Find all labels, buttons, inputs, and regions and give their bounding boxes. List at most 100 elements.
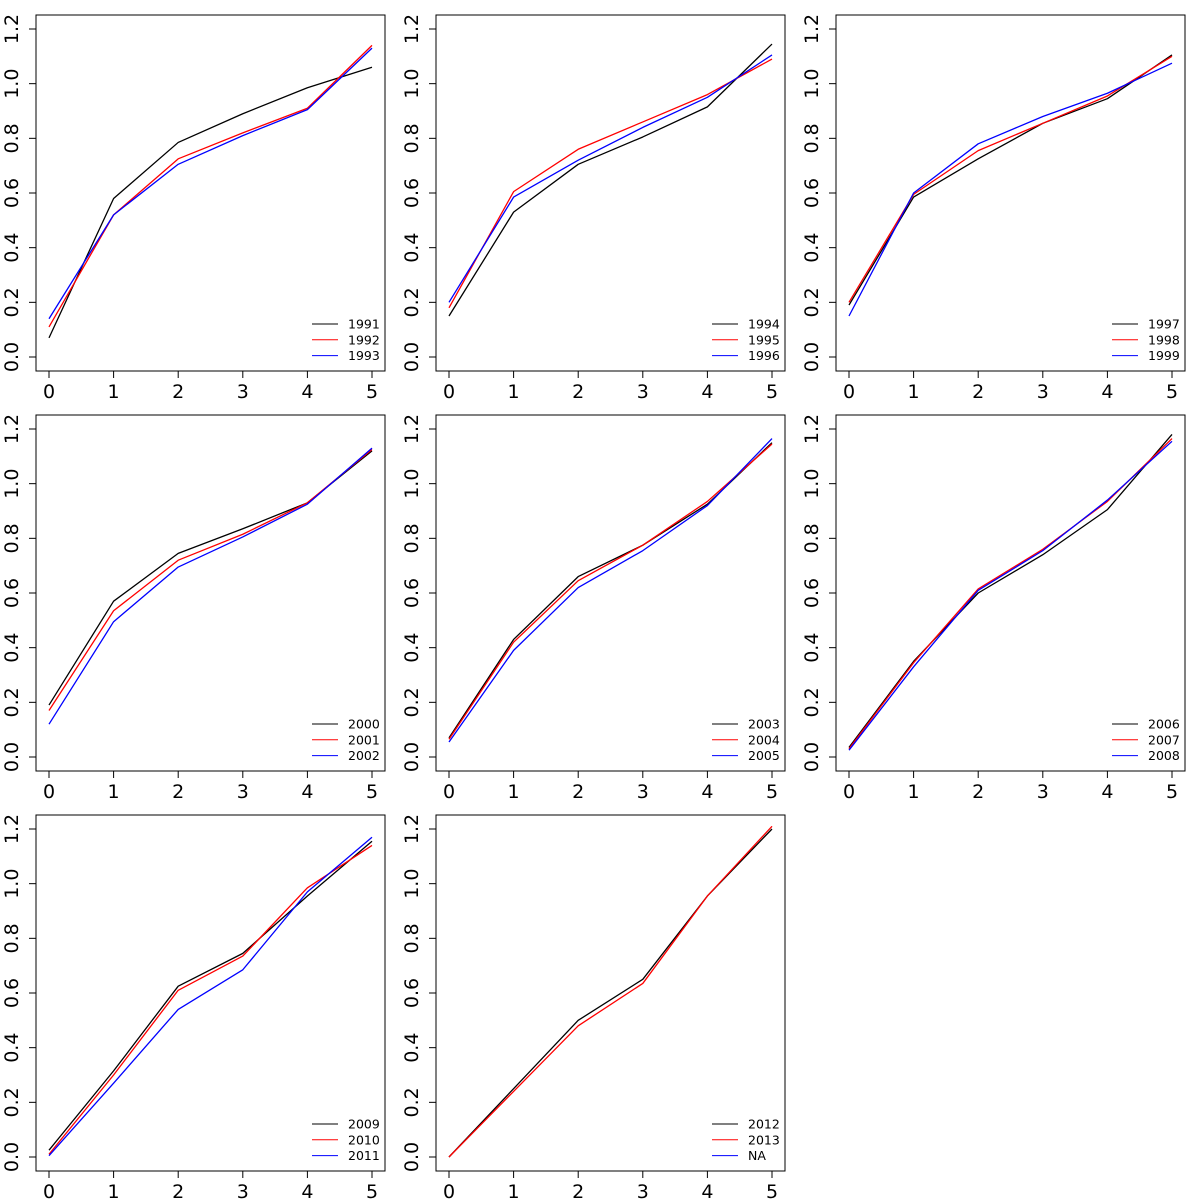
y-tick-label: 0.0 bbox=[1, 1142, 23, 1172]
series-line-2002 bbox=[48, 447, 373, 725]
y-tick-label: 0.2 bbox=[1, 1087, 23, 1117]
x-tick-label: 5 bbox=[766, 1181, 778, 1200]
y-tick-label: 0.0 bbox=[801, 742, 823, 772]
x-tick-label: 3 bbox=[637, 1181, 649, 1200]
x-tick-label: 1 bbox=[108, 1181, 120, 1200]
x-axis: 0 1 2 3 4 5 bbox=[843, 771, 1178, 803]
legend-label-1999: 1999 bbox=[1148, 348, 1180, 363]
x-tick-label: 5 bbox=[366, 1181, 378, 1200]
y-tick-label: 1.2 bbox=[801, 14, 823, 44]
legend-label-2007: 2007 bbox=[1148, 732, 1180, 747]
y-tick-label: 0.0 bbox=[1, 342, 23, 372]
series-line-1995 bbox=[448, 58, 773, 309]
legend-label-2000: 2000 bbox=[348, 717, 380, 732]
x-tick-label: 1 bbox=[108, 781, 120, 803]
series-line-2005 bbox=[448, 438, 773, 743]
series-line-2009 bbox=[48, 840, 373, 1151]
y-tick-label: 0.2 bbox=[1, 687, 23, 717]
x-axis: 0 1 2 3 4 5 bbox=[443, 771, 778, 803]
y-tick-label: 0.6 bbox=[801, 178, 823, 208]
x-tick-label: 2 bbox=[172, 381, 184, 403]
x-tick-label: 5 bbox=[366, 381, 378, 403]
series-line-1999 bbox=[848, 62, 1173, 317]
y-tick-label: 0.8 bbox=[801, 123, 823, 153]
series-line-1998 bbox=[848, 55, 1173, 303]
series-line-2010 bbox=[48, 844, 373, 1155]
y-tick-label: 0.4 bbox=[401, 1033, 423, 1063]
y-tick-label: 0.0 bbox=[401, 1142, 423, 1172]
y-tick-label: 0.4 bbox=[1, 233, 23, 263]
y-axis: 0.0 0.2 0.4 0.6 0.8 1.0 1.2 bbox=[1, 14, 36, 372]
y-tick-label: 0.8 bbox=[801, 523, 823, 553]
y-tick-label: 0.4 bbox=[801, 233, 823, 263]
x-tick-label: 1 bbox=[908, 381, 920, 403]
legend-label-1997: 1997 bbox=[1148, 317, 1180, 332]
x-tick-label: 0 bbox=[443, 1181, 455, 1200]
plot-frame bbox=[435, 414, 786, 772]
x-tick-label: 0 bbox=[843, 781, 855, 803]
x-tick-label: 4 bbox=[301, 381, 313, 403]
y-tick-label: 1.2 bbox=[401, 814, 423, 844]
series-line-1992 bbox=[48, 44, 373, 328]
x-tick-label: 2 bbox=[172, 1181, 184, 1200]
y-tick-label: 1.0 bbox=[401, 869, 423, 899]
x-tick-label: 2 bbox=[172, 781, 184, 803]
y-axis: 0.0 0.2 0.4 0.6 0.8 1.0 1.2 bbox=[401, 414, 436, 772]
legend-label-NA: NA bbox=[748, 1148, 766, 1163]
y-tick-label: 1.2 bbox=[1, 14, 23, 44]
legend-label-2013: 2013 bbox=[748, 1132, 780, 1147]
y-tick-label: 0.6 bbox=[801, 578, 823, 608]
y-tick-label: 0.6 bbox=[401, 578, 423, 608]
y-axis: 0.0 0.2 0.4 0.6 0.8 1.0 1.2 bbox=[401, 14, 436, 372]
y-tick-label: 0.0 bbox=[401, 742, 423, 772]
x-tick-label: 2 bbox=[572, 1181, 584, 1200]
x-tick-label: 1 bbox=[908, 781, 920, 803]
y-tick-label: 1.2 bbox=[1, 414, 23, 444]
y-tick-label: 1.0 bbox=[1, 869, 23, 899]
x-tick-label: 0 bbox=[43, 781, 55, 803]
x-tick-label: 4 bbox=[1101, 381, 1113, 403]
x-tick-label: 4 bbox=[701, 381, 713, 403]
y-axis: 0.0 0.2 0.4 0.6 0.8 1.0 1.2 bbox=[801, 14, 836, 372]
x-tick-label: 5 bbox=[766, 381, 778, 403]
series-line-2004 bbox=[448, 443, 773, 740]
y-tick-label: 0.2 bbox=[401, 287, 423, 317]
series-line-2013 bbox=[448, 825, 773, 1158]
legend-label-2005: 2005 bbox=[748, 748, 780, 763]
legend-label-1993: 1993 bbox=[348, 348, 380, 363]
x-tick-label: 4 bbox=[301, 781, 313, 803]
legend-label-1995: 1995 bbox=[748, 332, 780, 347]
series-line-2011 bbox=[48, 836, 373, 1157]
series-line-1994 bbox=[448, 43, 773, 317]
x-tick-label: 1 bbox=[508, 381, 520, 403]
y-tick-label: 0.2 bbox=[801, 687, 823, 717]
y-tick-label: 0.4 bbox=[401, 233, 423, 263]
y-tick-label: 0.0 bbox=[1, 742, 23, 772]
x-tick-label: 3 bbox=[237, 781, 249, 803]
plot-frame bbox=[35, 814, 386, 1172]
legend-label-2002: 2002 bbox=[348, 748, 380, 763]
x-tick-label: 1 bbox=[108, 381, 120, 403]
legend-label-2001: 2001 bbox=[348, 732, 380, 747]
y-tick-label: 0.4 bbox=[1, 633, 23, 663]
legend-label-2010: 2010 bbox=[348, 1132, 380, 1147]
y-tick-label: 0.8 bbox=[1, 523, 23, 553]
y-tick-label: 0.2 bbox=[401, 1087, 423, 1117]
x-tick-label: 4 bbox=[301, 1181, 313, 1200]
x-tick-label: 2 bbox=[972, 381, 984, 403]
y-tick-label: 0.6 bbox=[401, 178, 423, 208]
y-tick-label: 0.2 bbox=[1, 287, 23, 317]
series-line-1993 bbox=[48, 47, 373, 320]
y-tick-label: 1.2 bbox=[401, 14, 423, 44]
x-axis: 0 1 2 3 4 5 bbox=[843, 371, 1178, 403]
legend-label-1996: 1996 bbox=[748, 348, 780, 363]
